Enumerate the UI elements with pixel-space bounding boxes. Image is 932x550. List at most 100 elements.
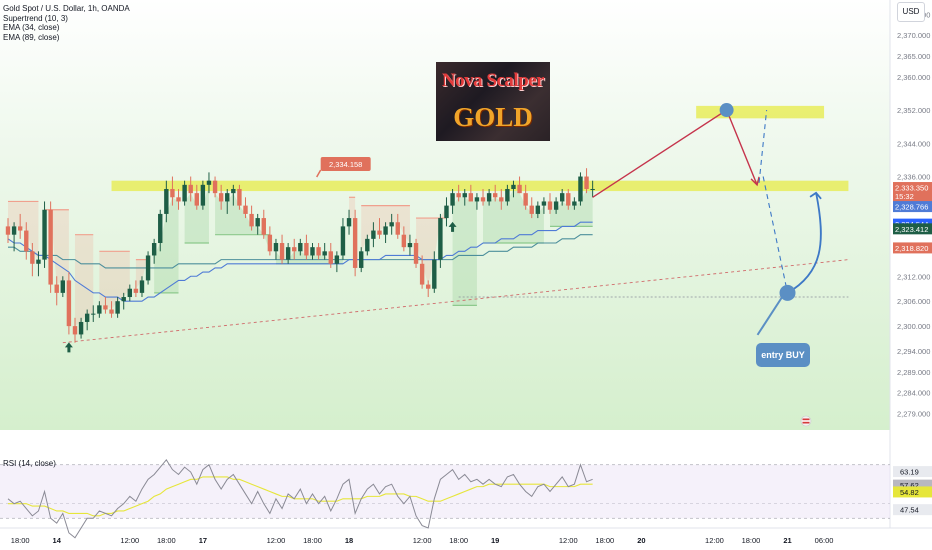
price-tick-6: 2,336.000 (897, 173, 930, 182)
price-label-0: 2,333.350 (895, 184, 928, 193)
candle-body-68 (419, 263, 425, 285)
indicator-ema89[interactable]: EMA (89, close) (3, 32, 60, 42)
price-label-5: 2,318.820 (895, 244, 928, 253)
candle-body-40 (249, 213, 254, 227)
indicator-supertrend[interactable]: Supertrend (10, 3) (3, 13, 68, 23)
time-tick-14: 20 (637, 536, 645, 545)
time-tick-11: 19 (491, 536, 499, 545)
candle-body-31 (194, 193, 199, 206)
scenario-blue-arrowhead (809, 191, 822, 200)
price-label-bg-1 (893, 190, 932, 202)
price-tick-10: 2,294.000 (897, 347, 930, 356)
flag-icon-stripe (802, 420, 810, 422)
price-label-bg-5 (893, 242, 932, 254)
time-tick-4: 18:00 (157, 536, 176, 545)
candle-body-83 (511, 184, 516, 189)
candle-body-21 (133, 288, 139, 293)
indicator-ema34[interactable]: EMA (34, close) (3, 23, 60, 32)
candle-body-33 (206, 180, 212, 185)
candle-body-0 (5, 226, 11, 235)
candle-body-44 (273, 243, 279, 252)
candle-body-34 (212, 180, 218, 194)
currency-button[interactable]: USD (897, 2, 925, 22)
candle-body-92 (566, 193, 571, 206)
candle-body-1 (11, 226, 17, 235)
supertrend-down-fill-4 (135, 255, 149, 289)
candle-body-22 (139, 280, 145, 293)
candle-body-38 (237, 188, 242, 206)
supertrend-down-fill-1 (44, 209, 69, 285)
candle-body-55 (340, 226, 346, 256)
candle-body-2 (17, 226, 23, 231)
candle-body-53 (328, 251, 333, 264)
candle-body-27 (170, 188, 175, 198)
price-tick-4: 2,352.000 (897, 106, 930, 115)
time-tick-2: 14 (53, 536, 62, 545)
supertrend-up-fill-0 (154, 197, 179, 293)
price-tick-5: 2,344.000 (897, 139, 930, 148)
candle-body-61 (377, 230, 382, 235)
scenario-red-arrowhead (750, 176, 760, 187)
candle-body-52 (322, 251, 327, 256)
candle-body-57 (352, 218, 358, 268)
time-tick-17: 21 (783, 536, 791, 545)
time-tick-3: 12:00 (120, 536, 139, 545)
candle-body-89 (547, 201, 553, 210)
candle-body-46 (285, 247, 291, 260)
price-label-4: 2,323.412 (895, 225, 928, 234)
price-tag-text: 2,334.158 (329, 160, 362, 169)
supertrend-down-fill-5 (349, 197, 356, 219)
candle-body-63 (389, 222, 394, 227)
candle-body-90 (553, 201, 559, 210)
entry-buy-callout: entry BUY (756, 343, 810, 367)
candle-body-81 (499, 197, 504, 202)
symbol-title[interactable]: Gold Spot / U.S. Dollar, 1h, OANDA (3, 4, 130, 13)
rsi-level-bg-2 (893, 486, 932, 498)
time-tick-8: 18 (345, 536, 353, 545)
price-tag-pointer (316, 169, 322, 178)
candle-body-7 (48, 209, 53, 285)
target-circle (719, 103, 734, 118)
candle-body-17 (109, 309, 114, 314)
candle-body-91 (559, 193, 565, 202)
candle-body-88 (541, 201, 547, 206)
candle-body-48 (298, 243, 303, 252)
candle-body-3 (24, 230, 29, 252)
price-tick-2: 2,365.000 (897, 52, 930, 61)
rsi-level-0: 63.19 (900, 468, 919, 477)
candle-body-9 (60, 280, 66, 293)
candle-body-26 (164, 188, 169, 214)
rsi-legend[interactable]: RSI (14, close) (3, 459, 56, 468)
price-label-1: 15:32 (895, 192, 914, 201)
rsi-level-3: 47.54 (900, 506, 919, 515)
candle-body-76 (468, 193, 474, 202)
price-tick-13: 2,279.000 (897, 409, 930, 418)
candle-body-41 (255, 218, 260, 227)
candle-body-54 (334, 255, 340, 264)
candle-body-65 (401, 234, 407, 248)
candle-body-8 (54, 284, 59, 293)
supertrend-up-fill-2 (215, 193, 270, 252)
candle-body-39 (243, 205, 248, 214)
candle-body-20 (127, 288, 132, 298)
candle-body-18 (115, 301, 120, 314)
candle-body-58 (359, 251, 364, 268)
candle-body-59 (365, 238, 370, 252)
time-tick-1: 18:00 (11, 536, 30, 545)
entry-callout-pointer (756, 294, 785, 336)
candle-body-66 (407, 243, 413, 248)
price-label-bg-4 (893, 223, 932, 235)
candle-body-84 (517, 184, 522, 194)
candle-body-10 (66, 280, 72, 327)
candle-body-43 (267, 234, 273, 252)
price-tick-9: 2,300.000 (897, 322, 930, 331)
price-label-bg-2 (893, 201, 932, 213)
candle-body-6 (42, 209, 47, 260)
supertrend-down-fill-0 (8, 201, 39, 260)
price-tick-7: 2,312.000 (897, 272, 930, 281)
candle-body-56 (346, 218, 352, 227)
candle-body-73 (450, 193, 455, 206)
candle-body-29 (182, 184, 187, 202)
candle-body-71 (438, 218, 443, 260)
